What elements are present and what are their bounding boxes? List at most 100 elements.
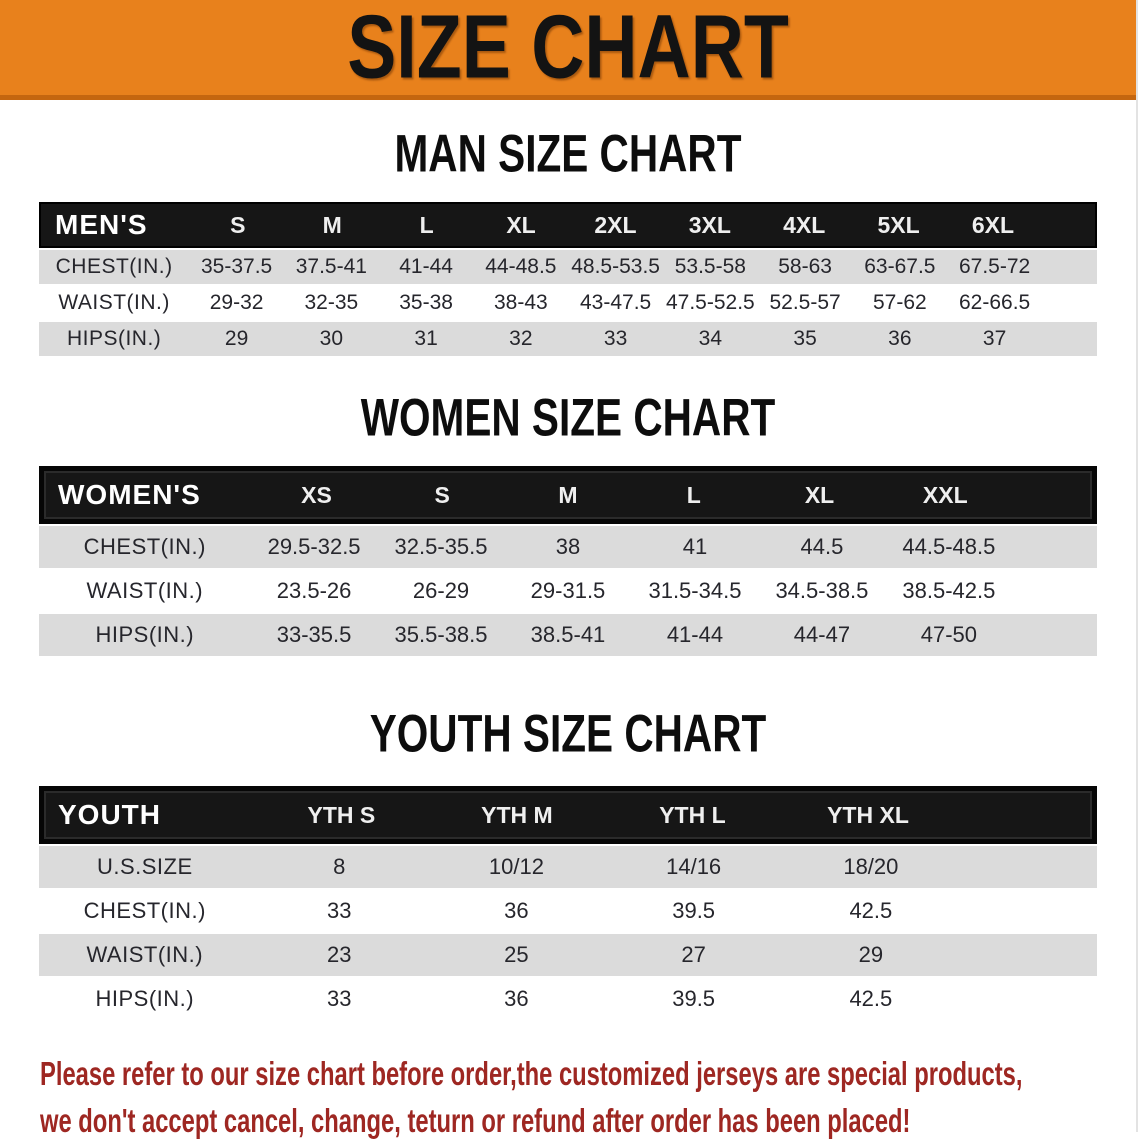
women-size-table: WOMEN'S XS S M L XL XXL CHEST(IN.) 29.5-32.5 32.5… bbox=[39, 466, 1097, 656]
size-cell: 26-29 bbox=[412, 578, 470, 603]
size-cell: 44.5 bbox=[800, 534, 844, 559]
size-cell: 29.5-32.5 bbox=[267, 534, 361, 559]
size-cell: 33-35.5 bbox=[276, 622, 352, 647]
size-cell: 44.5-48.5 bbox=[902, 534, 996, 559]
size-cell: 29-31.5 bbox=[530, 578, 606, 603]
disclaimer-line2: we don't accept cancel, change, teturn o… bbox=[40, 1102, 911, 1139]
size-cell: 47.5-52.5 bbox=[665, 291, 755, 314]
men-table-row-2: HIPS(IN.) 29 30 31 32 33 34 35 36 37 bbox=[39, 322, 1097, 356]
size-cell: 38-43 bbox=[494, 291, 548, 314]
size-cell: 36 bbox=[504, 986, 529, 1011]
size-cell: 37.5-41 bbox=[295, 255, 367, 278]
size-cell: 33 bbox=[326, 898, 352, 923]
size-cell: 36 bbox=[504, 898, 529, 923]
row-label: U.S.SIZE bbox=[96, 854, 193, 879]
women-table-row-1: WAIST(IN.) 23.5-26 26-29 29-31.5 31.5-34.5 34… bbox=[39, 570, 1097, 612]
women-table-header-row: WOMEN'S XS S M L XL XXL bbox=[39, 466, 1097, 524]
women-column-header-2: M bbox=[558, 481, 578, 508]
youth-column-header-1: YTH M bbox=[481, 801, 553, 828]
size-cell: 30 bbox=[319, 327, 344, 350]
size-cell: 63-67.5 bbox=[864, 255, 936, 278]
size-chart-sections: MAN SIZE CHART MEN'S S M L XL 2XL 3XL 4XL 5XL 6XL C… bbox=[0, 100, 1136, 1020]
size-cell: 39.5 bbox=[672, 898, 716, 923]
size-cell: 47-50 bbox=[920, 622, 978, 647]
section-youth: YOUTH SIZE CHART YOUTH YTH S YTH M YTH L YTH … bbox=[0, 656, 1136, 1020]
men-column-header-3: XL bbox=[506, 211, 536, 238]
women-column-header-4: XL bbox=[804, 481, 835, 508]
size-cell: 32 bbox=[509, 327, 533, 350]
size-cell: 35-37.5 bbox=[200, 255, 273, 278]
size-cell: 32.5-35.5 bbox=[394, 534, 488, 559]
women-column-header-5: XXL bbox=[922, 481, 968, 508]
women-column-header-1: S bbox=[434, 481, 450, 508]
size-cell: 48.5-53.5 bbox=[571, 255, 660, 278]
row-label: CHEST(IN.) bbox=[83, 534, 206, 559]
youth-table-header-row: YOUTH YTH S YTH M YTH L YTH XL bbox=[39, 786, 1097, 844]
size-cell: 34 bbox=[698, 327, 723, 350]
youth-table-title-label: YOUTH bbox=[58, 799, 161, 830]
men-section-heading: MAN SIZE CHART bbox=[394, 124, 742, 184]
youth-table-row-1: CHEST(IN.) 33 36 39.5 42.5 bbox=[39, 890, 1097, 932]
size-cell: 32-35 bbox=[304, 291, 359, 314]
men-table-row-0: CHEST(IN.) 35-37.5 37.5-41 41-44 44-48.5 48.5… bbox=[39, 250, 1097, 284]
size-cell: 35-38 bbox=[399, 291, 453, 314]
size-cell: 33 bbox=[326, 986, 352, 1011]
size-cell: 29 bbox=[858, 942, 884, 967]
youth-size-table: YOUTH YTH S YTH M YTH L YTH XL U.S.SIZE 8 10/12… bbox=[39, 786, 1097, 1020]
size-cell: 35.5-38.5 bbox=[394, 622, 488, 647]
size-cell: 39.5 bbox=[672, 986, 716, 1011]
size-cell: 37 bbox=[982, 327, 1007, 350]
youth-table-row-0: U.S.SIZE 8 10/12 14/16 18/20 bbox=[39, 846, 1097, 888]
size-cell: 38 bbox=[555, 534, 581, 559]
size-cell: 42.5 bbox=[849, 898, 893, 923]
size-cell: 14/16 bbox=[666, 854, 722, 879]
size-cell: 34.5-38.5 bbox=[775, 578, 869, 603]
men-column-header-0: S bbox=[230, 211, 246, 238]
size-cell: 41-44 bbox=[666, 622, 724, 647]
row-label: HIPS(IN.) bbox=[95, 622, 195, 647]
youth-table-row-3: HIPS(IN.) 33 36 39.5 42.5 bbox=[39, 978, 1097, 1020]
size-cell: 31 bbox=[414, 327, 438, 350]
page-title: SIZE CHART bbox=[347, 0, 789, 97]
men-column-header-4: 2XL bbox=[594, 211, 637, 238]
men-table-row-1: WAIST(IN.) 29-32 32-35 35-38 38-43 43-47.5 47.… bbox=[39, 286, 1097, 320]
size-cell: 35 bbox=[793, 327, 817, 350]
size-cell: 67.5-72 bbox=[958, 255, 1031, 278]
banner: SIZE CHART bbox=[0, 0, 1136, 100]
size-cell: 29 bbox=[224, 327, 249, 350]
size-cell: 27 bbox=[681, 942, 706, 967]
disclaimer-line1: Please refer to our size chart before or… bbox=[40, 1055, 1023, 1092]
men-column-header-6: 4XL bbox=[783, 211, 826, 238]
size-cell: 23 bbox=[326, 942, 352, 967]
size-cell: 57-62 bbox=[873, 291, 927, 314]
size-cell: 33 bbox=[603, 327, 628, 350]
men-size-table: MEN'S S M L XL 2XL 3XL 4XL 5XL 6XL CHEST(IN.) 35-37… bbox=[39, 202, 1097, 356]
women-table-title-label: WOMEN'S bbox=[58, 479, 201, 510]
size-cell: 31.5-34.5 bbox=[648, 578, 742, 603]
men-column-header-5: 3XL bbox=[688, 211, 731, 238]
row-label: HIPS(IN.) bbox=[66, 327, 162, 350]
youth-section-heading: YOUTH SIZE CHART bbox=[369, 704, 767, 764]
men-column-header-8: 6XL bbox=[971, 211, 1015, 238]
size-cell: 25 bbox=[504, 942, 529, 967]
size-cell: 41 bbox=[682, 534, 708, 559]
youth-column-header-0: YTH S bbox=[307, 801, 376, 828]
women-table-row-2: HIPS(IN.) 33-35.5 35.5-38.5 38.5-41 41-44 44-… bbox=[39, 614, 1097, 656]
men-column-header-7: 5XL bbox=[877, 211, 920, 238]
size-cell: 38.5-41 bbox=[530, 622, 606, 647]
men-column-header-2: L bbox=[419, 211, 434, 238]
size-cell: 58-63 bbox=[778, 255, 832, 278]
size-cell: 23.5-26 bbox=[276, 578, 352, 603]
size-cell: 44-47 bbox=[793, 622, 851, 647]
youth-column-header-3: YTH XL bbox=[827, 801, 909, 828]
size-cell: 52.5-57 bbox=[769, 291, 841, 314]
women-column-header-3: L bbox=[686, 481, 701, 508]
men-table-header-row: MEN'S S M L XL 2XL 3XL 4XL 5XL 6XL bbox=[39, 202, 1097, 248]
men-column-header-1: M bbox=[322, 211, 342, 238]
row-label: CHEST(IN.) bbox=[83, 898, 206, 923]
size-cell: 42.5 bbox=[849, 986, 893, 1011]
section-men: MAN SIZE CHART MEN'S S M L XL 2XL 3XL 4XL 5XL 6XL C… bbox=[0, 100, 1136, 356]
women-section-heading: WOMEN SIZE CHART bbox=[360, 388, 776, 448]
size-cell: 43-47.5 bbox=[579, 291, 652, 314]
